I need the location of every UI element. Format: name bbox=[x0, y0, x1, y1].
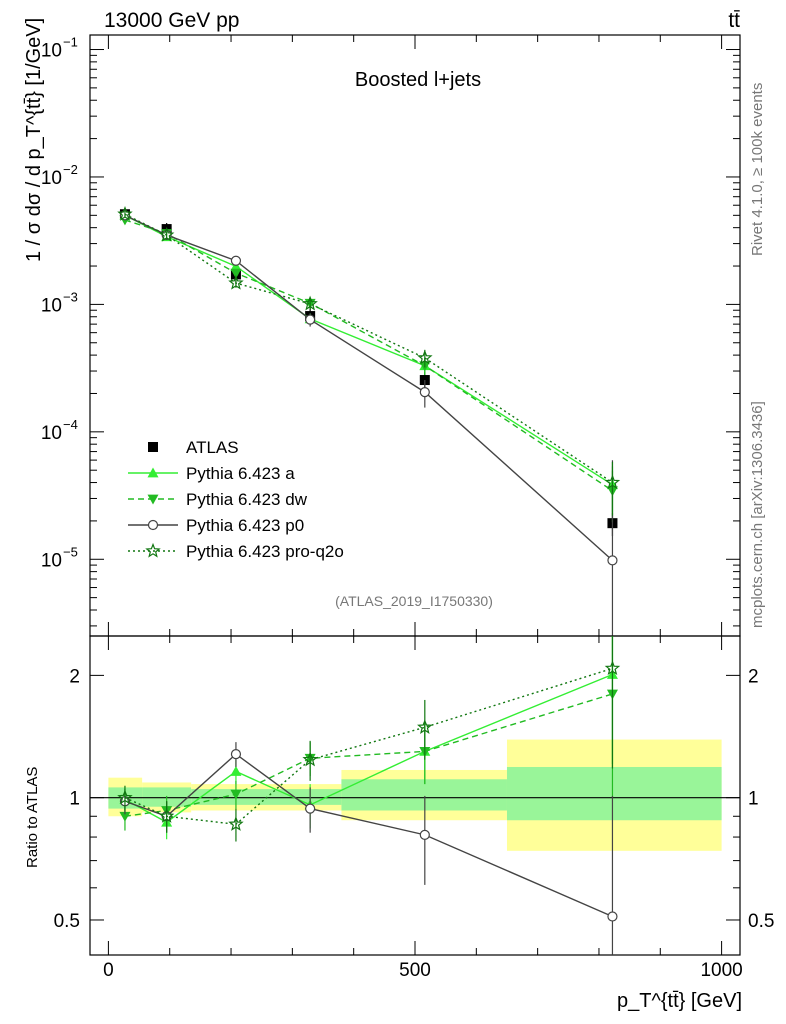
ratio-series-line bbox=[124, 673, 613, 824]
series-pythia-6-423-p0 bbox=[119, 210, 618, 636]
ratio-series-pythia-6-423-pro-q2o bbox=[117, 636, 621, 842]
ratio-axis-label: Ratio to ATLAS bbox=[24, 767, 41, 868]
legend-entry: ATLAS bbox=[148, 438, 239, 457]
legend-label: Pythia 6.423 dw bbox=[186, 490, 308, 509]
energy-label: 13000 GeV pp bbox=[104, 9, 239, 32]
ratio-data-point bbox=[158, 808, 175, 823]
data-point bbox=[419, 387, 430, 398]
process-label: tt̄ bbox=[728, 9, 740, 32]
rivet-label: Rivet 4.1.0, ≥ 100k events bbox=[749, 83, 766, 256]
chart-title: Boosted l+jets bbox=[355, 69, 481, 91]
ratio-y-tick-label-right: 1 bbox=[748, 789, 759, 810]
ratio-data-point bbox=[230, 749, 242, 760]
ratio-y-tick-label: 0.5 bbox=[54, 911, 80, 932]
y-tick-label-base: 10 bbox=[41, 295, 62, 316]
legend-entry: Pythia 6.423 pro-q2o bbox=[128, 542, 344, 561]
legend: ATLAS Pythia 6.423 a Pythia 6.423 dw Pythia… bbox=[128, 438, 344, 561]
y-axis-label: 1 / σ dσ / d p_T^{tt̄} [1/GeV] bbox=[23, 18, 45, 262]
legend-marker bbox=[147, 494, 159, 505]
mcplots-label: mcplots.cern.ch [arXiv:1306.3436] bbox=[749, 401, 766, 628]
legend-label: Pythia 6.423 a bbox=[186, 464, 295, 483]
data-point bbox=[417, 349, 433, 365]
ratio-y-tick-label-right: 2 bbox=[748, 666, 759, 687]
legend-label: ATLAS bbox=[186, 438, 239, 457]
legend-marker bbox=[148, 442, 158, 452]
data-point bbox=[305, 314, 316, 325]
analysis-watermark: (ATLAS_2019_I1750330) bbox=[335, 593, 493, 609]
legend-marker bbox=[145, 542, 161, 558]
data-point bbox=[228, 274, 244, 290]
data-point bbox=[230, 268, 242, 279]
x-tick-label: 1000 bbox=[700, 960, 742, 981]
legend-entry: Pythia 6.423 p0 bbox=[128, 516, 304, 535]
y-tick-label-exponent: −2 bbox=[63, 162, 78, 177]
ratio-data-point bbox=[119, 811, 131, 822]
legend-label: Pythia 6.423 pro-q2o bbox=[186, 542, 344, 561]
y-tick-label-base: 10 bbox=[41, 423, 62, 444]
y-tick-label-base: 10 bbox=[41, 550, 62, 571]
ratio-series-line bbox=[124, 667, 613, 826]
legend-marker bbox=[147, 467, 159, 478]
ratio-data-point bbox=[607, 911, 618, 922]
data-point bbox=[230, 255, 242, 266]
ratio-data-point bbox=[228, 816, 244, 831]
data-point bbox=[302, 295, 318, 311]
y-tick-label-exponent: −3 bbox=[63, 289, 78, 304]
ratio-data-point bbox=[419, 829, 430, 840]
series-line bbox=[124, 214, 613, 561]
y-tick-label-exponent: −5 bbox=[63, 544, 78, 559]
data-point bbox=[607, 555, 618, 566]
series-line bbox=[124, 219, 613, 492]
band-inner bbox=[341, 779, 507, 811]
x-axis-label: p_T^{tt̄} [GeV] bbox=[617, 990, 742, 1012]
ratio-data-point bbox=[305, 803, 316, 814]
x-tick-label: 0 bbox=[103, 960, 114, 981]
y-tick-label-exponent: −4 bbox=[63, 417, 78, 432]
ratio-data-point bbox=[230, 765, 242, 776]
legend-entry: Pythia 6.423 a bbox=[128, 464, 295, 483]
ratio-data-point bbox=[230, 789, 242, 800]
series-pythia-6-423-pro-q2o bbox=[117, 206, 621, 516]
ratio-series-line bbox=[124, 693, 613, 817]
y-tick-label-base: 10 bbox=[41, 41, 62, 62]
chart-series bbox=[117, 206, 621, 955]
ratio-data-point bbox=[117, 789, 133, 805]
legend-label: Pythia 6.423 p0 bbox=[186, 516, 304, 535]
y-tick-label-base: 10 bbox=[41, 168, 62, 189]
legend-marker bbox=[147, 519, 159, 531]
ratio-y-tick-label-right: 0.5 bbox=[748, 911, 774, 932]
series-atlas bbox=[119, 208, 618, 537]
y-tick-label-exponent: −1 bbox=[63, 35, 78, 50]
ratio-data-point bbox=[302, 751, 318, 767]
ratio-y-tick-label: 2 bbox=[69, 666, 80, 687]
ratio-y-tick-label: 1 bbox=[69, 789, 80, 810]
band-inner bbox=[506, 766, 722, 821]
plot-frames bbox=[89, 34, 741, 956]
ratio-data-point bbox=[417, 719, 433, 734]
data-point bbox=[158, 226, 175, 242]
data-point bbox=[604, 474, 621, 490]
x-tick-label: 500 bbox=[399, 960, 431, 981]
legend-entry: Pythia 6.423 dw bbox=[128, 490, 308, 509]
ratio-data-point bbox=[604, 660, 621, 676]
data-point bbox=[117, 206, 133, 221]
